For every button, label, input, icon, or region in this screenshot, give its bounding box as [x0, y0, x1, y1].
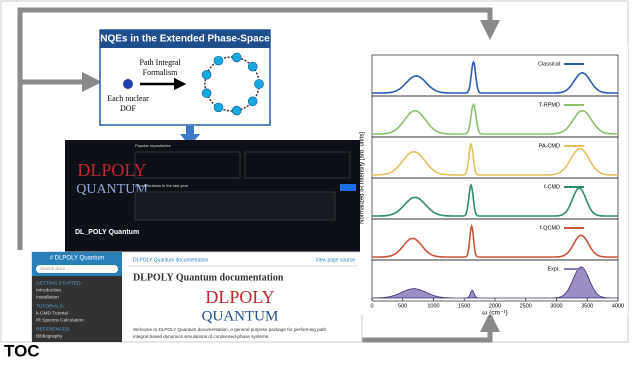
arrow-label: Path Integral	[139, 58, 181, 67]
legend-label: Expt.	[547, 266, 560, 272]
nav-item[interactable]: k-CMD Tutorial	[36, 310, 68, 316]
bead	[214, 103, 223, 112]
contributions: 2 contributions in the last year	[135, 183, 189, 188]
figure: NQEs in the Extended Phase-Space Path In…	[0, 0, 639, 364]
bead	[202, 70, 211, 79]
nav-item[interactable]: Installation	[36, 294, 59, 300]
bead-label: DOF	[120, 104, 137, 113]
nav-item[interactable]: Bibliography	[36, 333, 63, 339]
bead	[248, 62, 257, 71]
bead	[232, 106, 241, 115]
logo-top: DLPOLY	[205, 287, 274, 307]
y-axis-label: Normalized IR Intensity [arb. units]	[360, 132, 366, 224]
x-tick-label: 1000	[427, 303, 439, 309]
x-tick-label: 2000	[489, 303, 501, 309]
logo-top: DLPOLY	[77, 160, 146, 180]
nav-heading: TUTORIALS:	[36, 303, 64, 309]
legend-label: f-CMD	[544, 184, 560, 190]
spectra-panel	[360, 45, 628, 315]
sidebar-title: # DLPOLY Quantum	[50, 256, 104, 262]
bead	[232, 53, 241, 62]
nav-item[interactable]: Introduction	[36, 287, 61, 293]
welcome-text: Welcome to DLPOLY Quantum documentation,…	[133, 327, 326, 332]
bead	[214, 56, 223, 65]
bead	[202, 89, 211, 98]
x-tick-label: 3000	[550, 303, 562, 309]
section: Popular repositories	[135, 143, 171, 148]
nav-heading: GETTING STARTED:	[36, 280, 82, 286]
legend-label: Classical	[538, 61, 560, 67]
x-tick-label: 1500	[458, 303, 470, 309]
bead-label: Each nuclear	[107, 94, 149, 103]
bead	[255, 80, 264, 89]
breadcrumb: DLPOLY Quantum documentation	[133, 257, 209, 263]
page: {"diagram": {"title": "NQEs in the Exten…	[0, 0, 639, 364]
welcome-text: integral-based dynamics simulations of c…	[133, 334, 269, 339]
legend-label: f-QCMD	[540, 225, 560, 231]
x-tick-label: 2500	[520, 303, 532, 309]
nav-item[interactable]: IR Spectra Calculation	[36, 317, 84, 323]
diagram-title: NQEs in the Extended Phase-Space	[100, 34, 270, 45]
x-tick-label: 4000	[612, 303, 624, 309]
year-button	[340, 184, 356, 191]
bead	[123, 79, 133, 89]
legend-label: PA-CMD	[539, 143, 560, 149]
repo-name: DL_POLY Quantum	[75, 229, 139, 236]
toc-label: TOC	[4, 341, 40, 360]
logo-bottom: QUANTUM	[202, 308, 279, 324]
x-tick-label: 500	[398, 303, 407, 309]
x-tick-label: 3500	[581, 303, 593, 309]
arrow-label: Formalism	[143, 68, 178, 77]
bead	[248, 97, 257, 106]
nav-heading: REFERENCES:	[36, 326, 70, 332]
legend-label: T-RPMD	[539, 102, 560, 108]
source-link[interactable]: View page source	[315, 257, 355, 263]
x-tick-label: 0	[370, 303, 373, 309]
flow-arrow	[362, 322, 490, 340]
x-axis-label: ω (cm⁻¹)	[482, 310, 507, 317]
contribution-graph	[135, 192, 335, 220]
search-placeholder: Search docs	[40, 266, 66, 271]
docs-heading: DLPOLY Quantum documentation	[133, 272, 284, 283]
body: NQEs in the Extended Phase-Space Path In…	[0, 0, 639, 364]
